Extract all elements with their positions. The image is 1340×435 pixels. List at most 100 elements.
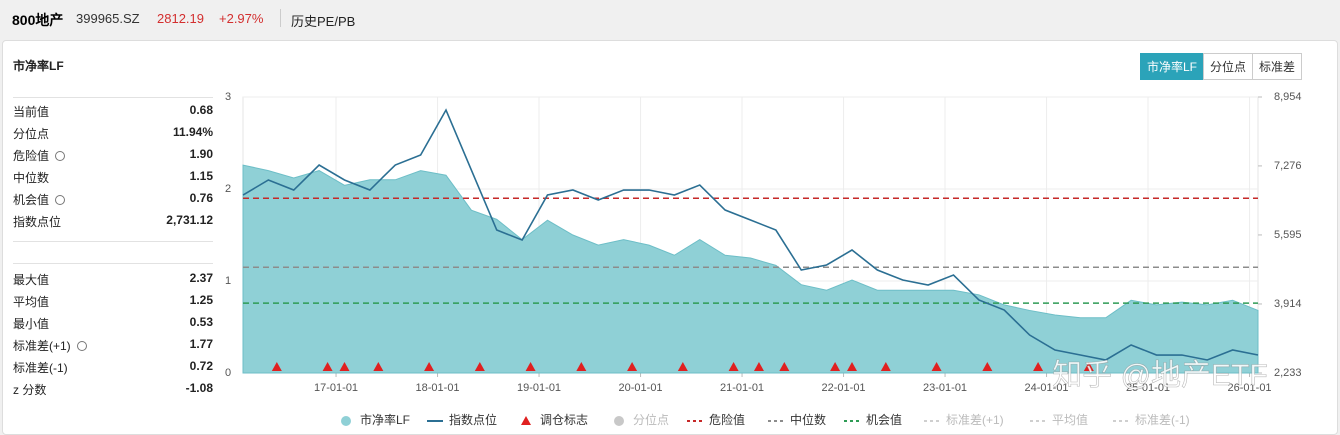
index-name: 800地产 <box>12 12 64 28</box>
x-tick-label: 17-01-01 <box>314 382 358 394</box>
y-tick-label: 0 <box>225 367 231 379</box>
stat-value: 2,731.12 <box>166 213 213 227</box>
legend-symbol <box>521 416 531 425</box>
stat-value: 1.90 <box>189 147 213 161</box>
legend-label[interactable]: 平均值 <box>1052 412 1088 427</box>
rebalance-marker <box>627 362 638 371</box>
stat-label: 标准差(+1) <box>13 337 87 354</box>
x-tick-label: 20-01-01 <box>619 382 663 394</box>
stat-row: z 分数 -1.08 <box>13 377 213 399</box>
stat-row: 机会值 0.76 <box>13 187 213 209</box>
pb-area <box>242 164 1259 374</box>
rebalance-marker <box>474 362 485 371</box>
stat-label: 平均值 <box>13 295 50 309</box>
button[interactable]: 分位点 <box>1203 53 1254 80</box>
tab[interactable]: 历史PE/PB <box>291 14 356 29</box>
stat-value: 0.76 <box>189 191 213 205</box>
stat-label: 危险值 <box>13 147 66 164</box>
rebalance-marker <box>576 362 587 371</box>
stat-label: 标准差(-1) <box>13 361 68 375</box>
legend-label[interactable]: 危险值 <box>709 412 745 427</box>
stat-row: 标准差(+1) 1.77 <box>13 333 213 355</box>
stat-row: 最大值 2.37 <box>13 267 213 289</box>
rebalance-marker <box>271 362 282 371</box>
price: 2812.19 <box>157 11 204 26</box>
stat-label: 机会值 <box>13 191 66 208</box>
legend-label[interactable]: 标准差(-1) <box>1135 413 1190 427</box>
stat-row: 分位点 11.94% <box>13 121 213 143</box>
rebalance-marker <box>847 362 857 371</box>
rebalance-marker <box>424 362 435 371</box>
rebalance-marker <box>779 362 790 371</box>
stat-value: 1.15 <box>189 169 213 183</box>
separator <box>13 241 213 242</box>
legend-label[interactable]: 标准差(+1) <box>946 413 1004 427</box>
y2-tick-label: 2,233 <box>1274 367 1302 379</box>
index-line <box>242 108 1259 361</box>
stat-label: z 分数 <box>13 383 47 397</box>
stat-value: 0.68 <box>189 103 213 117</box>
stat-row: 当前值 0.68 <box>13 99 213 121</box>
stat-row: 指数点位 2,731.12 <box>13 209 213 231</box>
rebalance-marker <box>677 362 688 371</box>
x-tick-label: 25-01-01 <box>1126 382 1170 394</box>
legend-label[interactable]: 调仓标志 <box>540 413 588 427</box>
y2-tick-label: 3,914 <box>1274 298 1302 310</box>
stat-value: 0.72 <box>189 359 213 373</box>
legend-label[interactable]: 机会值 <box>866 412 902 427</box>
rebalance-marker <box>982 362 993 371</box>
stat-value: 11.94% <box>172 125 213 139</box>
rebalance-marker <box>339 362 350 371</box>
stat-value: 2.37 <box>189 271 213 285</box>
x-tick-label: 22-01-01 <box>822 382 866 394</box>
x-tick-label: 19-01-01 <box>517 382 561 394</box>
legend-label[interactable]: 分位点 <box>633 412 669 427</box>
stat-label: 最大值 <box>13 273 50 287</box>
y-tick-label: 3 <box>225 91 231 103</box>
stat-row: 标准差(-1) 0.72 <box>13 355 213 377</box>
rebalance-marker <box>1033 362 1044 371</box>
rebalance-marker <box>880 362 891 371</box>
stat-value: 0.53 <box>189 315 213 329</box>
rebalance-marker <box>931 362 942 371</box>
stat-label: 当前值 <box>13 105 50 119</box>
rebalance-marker <box>830 362 841 371</box>
watermark: 知乎 @地产ETF <box>1052 359 1267 392</box>
change: +2.97% <box>219 11 264 26</box>
index-code: 399965.SZ <box>76 11 140 26</box>
x-tick-label: 23-01-01 <box>923 382 967 394</box>
legend-label[interactable]: 市净率LF <box>360 412 410 427</box>
stat-label: 指数点位 <box>13 215 62 229</box>
x-tick-label: 21-01-01 <box>720 382 764 394</box>
x-tick-label: 24-01-01 <box>1025 382 1069 394</box>
y2-tick-label: 5,595 <box>1274 229 1302 241</box>
header: 800地产 399965.SZ 2812.19 +2.97% 历史PE/PB <box>0 0 1340 38</box>
rebalance-marker <box>753 362 764 371</box>
stat-value: 1.25 <box>189 293 213 307</box>
settings-icon[interactable] <box>55 151 66 161</box>
settings-icon[interactable] <box>76 341 87 351</box>
y-tick-label: 1 <box>225 275 231 287</box>
stat-row: 最小值 0.53 <box>13 311 213 333</box>
button[interactable]: 标准差 <box>1252 53 1303 80</box>
y2-tick-label: 7,276 <box>1274 160 1302 172</box>
stat-value: -1.08 <box>185 381 213 395</box>
legend-label[interactable]: 指数点位 <box>449 412 497 427</box>
panel-title: 市净率LF <box>13 59 64 73</box>
x-tick-label: 26-01-01 <box>1228 382 1272 394</box>
stat-label: 最小值 <box>13 317 50 331</box>
x-tick-label: 18-01-01 <box>416 382 460 394</box>
legend-label[interactable]: 中位数 <box>790 412 826 427</box>
stat-row: 中位数 1.15 <box>13 165 213 187</box>
rebalance-marker <box>525 362 536 371</box>
divider <box>280 9 281 27</box>
stat-row: 平均值 1.25 <box>13 289 213 311</box>
stat-label: 分位点 <box>13 127 50 141</box>
legend-symbol <box>341 416 351 426</box>
legend-symbol <box>614 416 624 426</box>
settings-icon[interactable] <box>55 195 66 205</box>
rebalance-marker <box>728 362 739 371</box>
separator <box>13 97 213 98</box>
